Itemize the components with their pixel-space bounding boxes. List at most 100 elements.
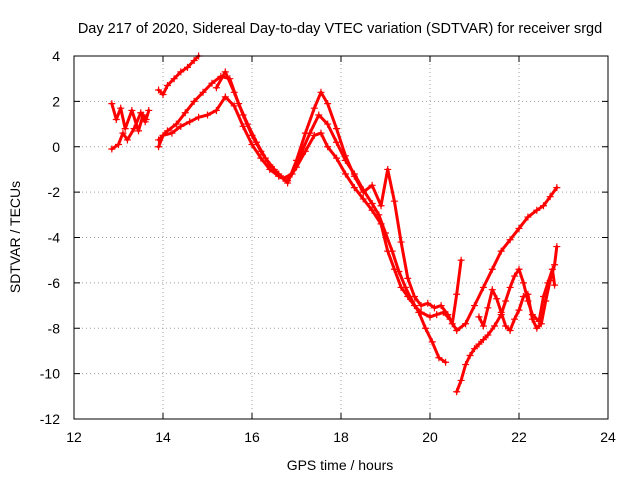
data-point [524,213,532,221]
data-point [324,100,332,108]
data-point [553,243,561,251]
data-point [519,279,527,287]
data-point [368,181,376,189]
data-point [350,172,358,180]
data-point [248,140,256,148]
data-series-4 [155,93,561,335]
data-point [350,184,358,192]
x-tick-label: 20 [422,429,438,445]
data-point [519,292,527,300]
data-point [497,308,505,316]
data-point [123,136,131,144]
data-point [112,116,120,124]
data-point [230,88,238,96]
data-point [435,354,443,362]
data-point [410,292,418,300]
data-point [515,224,523,232]
series-line [455,267,557,394]
data-point [324,143,332,151]
data-point [511,272,519,280]
data-point [551,281,559,289]
data-point [488,265,496,273]
data-point [404,274,412,282]
data-point [341,170,349,178]
data-series-2 [108,109,149,153]
data-point [484,331,492,339]
data-point [453,290,461,298]
data-point [479,336,487,344]
data-point [502,322,510,330]
y-axis-label: SDTVAR / TECUs [7,181,23,293]
data-point [375,211,383,219]
data-point [177,122,185,130]
y-tick-label: -10 [40,366,60,382]
data-point [426,313,434,321]
series-line [157,74,448,364]
data-point [491,322,499,330]
data-point [430,304,438,312]
y-tick-label: 4 [52,48,60,64]
chart-title: Day 217 of 2020, Sidereal Day-to-day VTE… [78,21,602,37]
data-point [108,145,116,153]
data-point [462,361,470,369]
data-point [248,131,256,139]
data-point [475,313,483,321]
data-point [402,283,410,291]
data-point [462,320,470,328]
data-point [181,109,189,117]
x-tick-label: 12 [66,429,82,445]
data-point [221,68,229,76]
data-point [204,111,211,119]
data-point [515,265,523,273]
data-point [266,161,274,169]
data-point [199,88,207,96]
data-point [388,247,396,255]
data-point [453,327,461,335]
data-point [333,125,341,133]
data-point [212,106,220,114]
data-point [437,302,445,310]
data-point [186,118,194,126]
data-point [390,197,398,205]
data-point [433,311,441,319]
data-point [488,286,496,294]
data-point [190,97,198,105]
data-series-6 [212,68,465,328]
data-point [442,358,450,366]
data-point [195,113,203,121]
x-axis-label: GPS time / hours [287,457,394,473]
data-point [506,327,514,335]
data-point [422,324,430,332]
data-point [484,304,492,312]
data-point [546,277,554,285]
data-point [466,351,474,359]
data-point [239,122,247,130]
data-point [170,75,178,83]
data-point [168,129,176,137]
data-point [368,199,376,207]
data-point [553,184,561,192]
y-tick-label: -2 [48,184,61,200]
data-point [539,202,547,210]
data-point [511,315,519,323]
data-point [479,283,487,291]
data-point [128,106,136,114]
data-point [551,261,559,269]
data-point [317,129,325,137]
data-point [506,236,514,244]
x-tick-label: 24 [600,429,616,445]
data-point [137,109,145,117]
data-point [257,147,265,155]
data-point [310,131,318,139]
data-point [533,206,541,214]
data-point [457,256,465,264]
data-point [301,129,309,137]
data-point [397,238,405,246]
data-point [395,268,403,276]
data-point [190,57,198,65]
data-point [428,338,436,346]
x-tick-label: 22 [511,429,527,445]
data-point [130,125,138,133]
data-series-group [108,52,561,396]
